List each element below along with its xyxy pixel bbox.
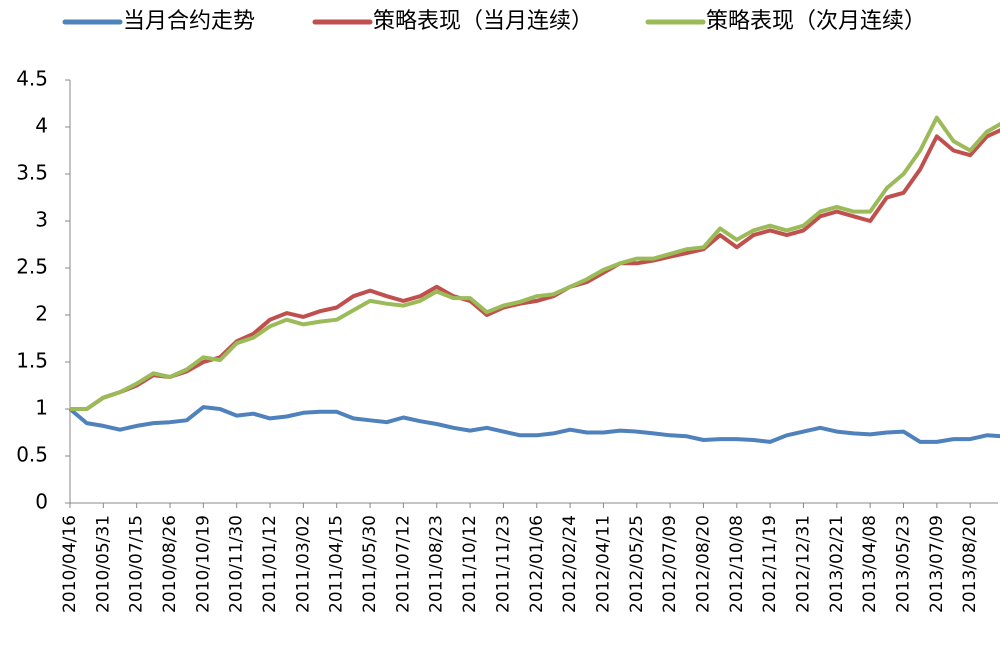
x-tick-label: 2011/03/02 xyxy=(293,515,313,613)
y-tick-label: 4.5 xyxy=(16,67,48,91)
y-tick-label: 2.5 xyxy=(16,255,48,279)
y-tick-label: 1.5 xyxy=(16,349,48,373)
x-tick-label: 2012/10/08 xyxy=(727,515,747,613)
y-tick-label: 0.5 xyxy=(16,443,48,467)
x-tick-label: 2010/05/31 xyxy=(93,515,113,613)
legend-label: 策略表现（次月连续） xyxy=(706,9,926,34)
x-tick-label: 2011/08/23 xyxy=(427,515,447,613)
series-line xyxy=(68,405,1000,444)
y-tick-label: 2 xyxy=(35,302,48,326)
x-tick-label: 2011/07/12 xyxy=(393,515,413,613)
x-tick-label: 2013/05/23 xyxy=(894,515,914,613)
series-line xyxy=(70,128,1000,411)
x-tick-label: 2010/10/19 xyxy=(193,515,213,613)
y-tick-label: 4 xyxy=(35,114,48,138)
legend-label: 当月合约走势 xyxy=(123,9,255,34)
x-tick-label: 2012/08/20 xyxy=(693,515,713,613)
x-tick-label: 2011/05/30 xyxy=(360,515,380,613)
x-tick-label: 2013/02/21 xyxy=(827,515,847,613)
y-tick-label: 0 xyxy=(35,490,48,514)
x-tick-label: 2010/04/16 xyxy=(60,515,80,613)
x-tick-label: 2012/12/31 xyxy=(793,515,813,613)
x-tick-label: 2012/04/11 xyxy=(593,515,613,613)
x-tick-label: 2012/01/06 xyxy=(527,515,547,613)
x-tick-label: 2010/11/30 xyxy=(227,515,247,613)
x-tick-label: 2011/10/12 xyxy=(460,515,480,613)
y-tick-label: 3 xyxy=(35,208,48,232)
legend-label: 策略表现（当月连续） xyxy=(373,9,593,34)
x-tick-label: 2011/11/23 xyxy=(493,515,513,613)
x-tick-label: 2012/05/25 xyxy=(627,515,647,613)
x-tick-label: 2012/07/09 xyxy=(660,515,680,613)
x-tick-label: 2012/11/19 xyxy=(760,515,780,613)
x-tick-label: 2012/02/24 xyxy=(560,515,580,613)
y-tick-label: 3.5 xyxy=(16,161,48,185)
series-line xyxy=(70,115,1000,411)
x-tick-label: 2013/08/20 xyxy=(960,515,980,613)
y-tick-label: 1 xyxy=(35,396,48,420)
x-tick-label: 2013/04/08 xyxy=(860,515,880,613)
x-tick-label: 2011/01/12 xyxy=(260,515,280,613)
x-tick-label: 2011/04/15 xyxy=(327,515,347,613)
x-tick-label: 2010/07/15 xyxy=(127,515,147,613)
x-tick-label: 2013/07/09 xyxy=(927,515,947,613)
x-tick-label: 2010/08/26 xyxy=(160,515,180,613)
